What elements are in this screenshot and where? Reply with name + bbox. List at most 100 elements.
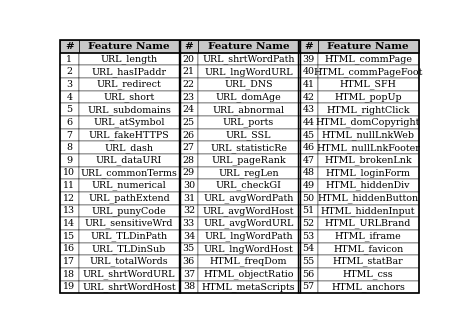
Bar — [318, 53, 418, 65]
Bar — [79, 217, 179, 230]
Bar — [318, 91, 418, 103]
Bar — [79, 129, 179, 141]
Text: Feature Name: Feature Name — [88, 42, 170, 51]
Bar — [318, 78, 418, 91]
Text: 55: 55 — [302, 257, 315, 266]
Bar — [299, 78, 318, 91]
Bar — [299, 129, 318, 141]
Bar — [318, 141, 418, 154]
Text: HTML_commPageFoot: HTML_commPageFoot — [314, 67, 423, 77]
Bar — [198, 280, 299, 293]
Text: URL_avgWordPath: URL_avgWordPath — [204, 193, 294, 203]
Bar — [79, 255, 179, 268]
Bar — [318, 167, 418, 179]
Text: HTML_css: HTML_css — [343, 269, 393, 279]
Bar — [179, 217, 198, 230]
Bar — [179, 91, 198, 103]
Text: URL_hasIPaddr: URL_hasIPaddr — [92, 67, 166, 77]
Text: HTML_domCopyright: HTML_domCopyright — [316, 117, 420, 127]
Text: 4: 4 — [66, 92, 72, 102]
Bar — [179, 280, 198, 293]
Bar — [299, 217, 318, 230]
Bar — [179, 205, 198, 217]
Bar — [299, 103, 318, 116]
Text: 28: 28 — [183, 156, 195, 165]
Bar — [198, 91, 299, 103]
Text: 40: 40 — [302, 67, 315, 76]
Text: 39: 39 — [302, 54, 315, 64]
Text: HTML_commPage: HTML_commPage — [324, 54, 412, 64]
Text: URL_punyCode: URL_punyCode — [92, 206, 166, 216]
Bar — [60, 230, 79, 243]
Bar — [60, 268, 79, 280]
Text: HTML_brokenLnk: HTML_brokenLnk — [324, 155, 412, 165]
Bar — [299, 230, 318, 243]
Text: 15: 15 — [63, 232, 75, 241]
Bar — [299, 167, 318, 179]
Bar — [60, 255, 79, 268]
Text: 41: 41 — [302, 80, 315, 89]
Bar — [79, 40, 179, 53]
Bar — [179, 40, 198, 53]
Bar — [179, 116, 198, 129]
Text: 46: 46 — [302, 143, 315, 152]
Bar — [79, 116, 179, 129]
Text: 50: 50 — [302, 194, 315, 203]
Text: URL_dash: URL_dash — [104, 143, 154, 152]
Bar — [179, 255, 198, 268]
Bar — [318, 129, 418, 141]
Text: 20: 20 — [183, 54, 195, 64]
Text: 56: 56 — [302, 270, 315, 279]
Bar — [179, 192, 198, 205]
Text: HTML_loginForm: HTML_loginForm — [326, 168, 411, 178]
Bar — [79, 192, 179, 205]
Text: 2: 2 — [66, 67, 72, 76]
Bar — [60, 116, 79, 129]
Bar — [198, 192, 299, 205]
Text: Feature Name: Feature Name — [208, 42, 289, 51]
Text: URL_atSymbol: URL_atSymbol — [93, 117, 165, 127]
Bar — [179, 141, 198, 154]
Bar — [318, 154, 418, 167]
Text: URL_TLDinPath: URL_TLDinPath — [90, 231, 168, 241]
Text: 48: 48 — [302, 169, 315, 178]
Text: 14: 14 — [63, 219, 75, 228]
Text: #: # — [65, 42, 74, 51]
Bar — [60, 65, 79, 78]
Bar — [299, 179, 318, 192]
Bar — [79, 179, 179, 192]
Bar — [299, 40, 318, 53]
Bar — [318, 116, 418, 129]
Text: 37: 37 — [183, 270, 195, 279]
Text: #: # — [185, 42, 193, 51]
Text: URL_abnormal: URL_abnormal — [212, 105, 285, 115]
Bar — [79, 53, 179, 65]
Text: 32: 32 — [183, 207, 195, 215]
Text: 33: 33 — [183, 219, 195, 228]
Bar — [198, 116, 299, 129]
Text: URL_DNS: URL_DNS — [224, 80, 273, 89]
Text: URL_numerical: URL_numerical — [92, 181, 166, 190]
Bar — [299, 255, 318, 268]
Text: URL_avgWordHost: URL_avgWordHost — [203, 206, 295, 216]
Bar — [318, 243, 418, 255]
Bar — [198, 243, 299, 255]
Bar — [318, 217, 418, 230]
Bar — [299, 154, 318, 167]
Bar — [299, 116, 318, 129]
Bar — [79, 205, 179, 217]
Bar — [60, 243, 79, 255]
Text: URL_totalWords: URL_totalWords — [90, 257, 168, 266]
Text: 57: 57 — [302, 282, 315, 291]
Text: HTML_hiddenDiv: HTML_hiddenDiv — [326, 181, 411, 190]
Text: 53: 53 — [302, 232, 315, 241]
Text: HTML_nullLnkFooter: HTML_nullLnkFooter — [316, 143, 420, 152]
Text: URL_sensitiveWrd: URL_sensitiveWrd — [85, 219, 173, 228]
Text: URL_shrtWordHost: URL_shrtWordHost — [82, 282, 176, 292]
Text: 23: 23 — [183, 92, 195, 102]
Text: URL_TLDinSub: URL_TLDinSub — [92, 244, 166, 254]
Text: 54: 54 — [302, 245, 315, 253]
Text: 51: 51 — [302, 207, 315, 215]
Text: 18: 18 — [63, 270, 75, 279]
Bar — [318, 65, 418, 78]
